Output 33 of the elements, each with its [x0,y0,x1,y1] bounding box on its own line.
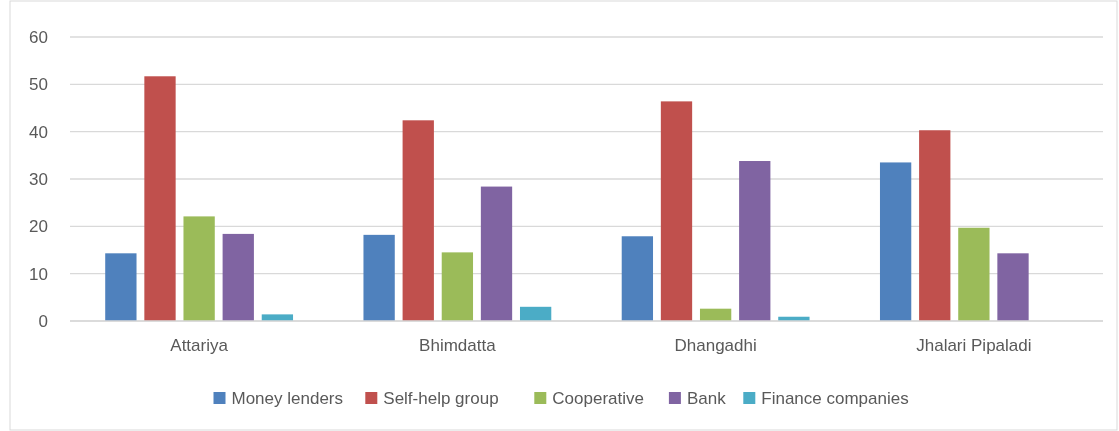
y-tick-label: 0 [38,311,48,331]
x-tick-label: Attariya [170,336,229,355]
bar [480,186,513,321]
bar [222,233,254,321]
bar [261,314,294,321]
bar [739,161,771,321]
bar [919,130,951,321]
bar [402,120,434,321]
y-tick-label: 40 [29,122,48,142]
bar [621,236,654,321]
legend-label: Cooperative [552,388,644,408]
y-tick-label: 20 [29,217,48,237]
legend-label: Finance companies [761,388,909,408]
bar [363,234,395,321]
x-tick-label: Bhimdatta [419,336,497,355]
bar [183,216,215,321]
bar [105,253,137,321]
bar [997,253,1029,321]
bar [519,306,552,321]
y-tick-label: 10 [29,264,48,284]
bar [879,162,912,321]
bar [144,76,176,321]
y-tick-label: 60 [29,27,48,47]
y-tick-label: 30 [29,169,48,189]
legend-label: Self-help group [383,388,499,408]
legend-label: Bank [686,388,727,408]
bar [660,101,693,321]
legend-label: Money lenders [231,388,344,408]
bar [958,227,990,321]
y-tick-label: 50 [29,75,48,95]
x-tick-label: Jhalari Pipaladi [916,336,1032,355]
bar [441,252,474,321]
x-tick-label: Dhangadhi [674,336,757,355]
